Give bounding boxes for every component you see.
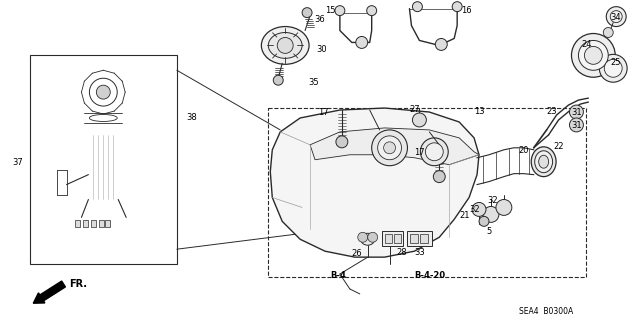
- Bar: [410, 234, 419, 243]
- Circle shape: [611, 11, 622, 23]
- Ellipse shape: [268, 33, 302, 58]
- Text: 32: 32: [487, 196, 498, 204]
- Circle shape: [570, 118, 584, 132]
- Circle shape: [383, 142, 396, 154]
- Text: 38: 38: [186, 113, 196, 122]
- Bar: [76, 220, 81, 227]
- Text: 31: 31: [572, 108, 582, 117]
- Circle shape: [90, 78, 117, 106]
- Circle shape: [433, 171, 445, 182]
- Bar: [99, 220, 104, 227]
- Text: 31: 31: [572, 121, 582, 130]
- Text: 17: 17: [415, 148, 425, 157]
- Text: 37: 37: [12, 158, 22, 167]
- Text: 22: 22: [554, 142, 564, 151]
- Text: 24: 24: [581, 41, 592, 49]
- Circle shape: [452, 2, 462, 11]
- Bar: [385, 234, 392, 243]
- Bar: [83, 220, 88, 227]
- Circle shape: [81, 70, 125, 114]
- Circle shape: [97, 85, 110, 99]
- Ellipse shape: [84, 113, 122, 123]
- Text: 30: 30: [316, 45, 326, 55]
- Circle shape: [412, 113, 426, 127]
- Text: B-4-20: B-4-20: [415, 271, 445, 280]
- Bar: [88, 135, 118, 199]
- Text: 27: 27: [410, 105, 420, 114]
- FancyArrow shape: [33, 281, 65, 303]
- Circle shape: [604, 27, 613, 37]
- Circle shape: [604, 59, 622, 77]
- Ellipse shape: [88, 131, 118, 139]
- Text: FR.: FR.: [70, 279, 88, 289]
- Ellipse shape: [361, 233, 374, 245]
- Bar: [381, 231, 403, 246]
- Circle shape: [277, 37, 293, 53]
- Text: SEA4  B0300A: SEA4 B0300A: [519, 307, 573, 316]
- Text: 21: 21: [459, 211, 470, 220]
- Ellipse shape: [90, 115, 117, 122]
- Bar: [106, 220, 110, 227]
- Circle shape: [426, 143, 444, 161]
- Text: 28: 28: [397, 248, 407, 257]
- Text: 32: 32: [469, 205, 480, 214]
- Text: 34: 34: [611, 13, 621, 22]
- Bar: [394, 234, 401, 243]
- Circle shape: [472, 203, 486, 216]
- Ellipse shape: [539, 155, 548, 168]
- Circle shape: [367, 6, 377, 16]
- Circle shape: [572, 33, 615, 77]
- Circle shape: [496, 199, 512, 215]
- Polygon shape: [310, 128, 479, 165]
- Circle shape: [570, 105, 584, 119]
- Circle shape: [302, 8, 312, 18]
- Ellipse shape: [261, 26, 309, 64]
- Circle shape: [356, 36, 368, 48]
- Circle shape: [358, 232, 368, 242]
- Circle shape: [606, 7, 626, 26]
- Circle shape: [372, 130, 408, 166]
- Ellipse shape: [534, 151, 552, 173]
- Circle shape: [412, 2, 422, 11]
- Circle shape: [336, 136, 348, 148]
- Ellipse shape: [88, 196, 118, 204]
- Text: 33: 33: [415, 248, 425, 257]
- Circle shape: [483, 206, 499, 222]
- Circle shape: [479, 216, 489, 226]
- Polygon shape: [270, 108, 479, 257]
- Text: 13: 13: [474, 107, 484, 116]
- Bar: [70, 217, 111, 239]
- Circle shape: [435, 39, 447, 50]
- Bar: [268, 108, 586, 277]
- Text: 17: 17: [318, 108, 328, 117]
- Circle shape: [599, 54, 627, 82]
- Text: 16: 16: [461, 6, 472, 15]
- Bar: [84, 113, 122, 123]
- Circle shape: [273, 75, 284, 85]
- Circle shape: [584, 47, 602, 64]
- Text: 25: 25: [611, 58, 621, 67]
- Circle shape: [420, 138, 448, 166]
- Text: 23: 23: [547, 107, 557, 116]
- Text: 26: 26: [352, 249, 362, 258]
- Circle shape: [378, 136, 401, 160]
- Bar: [408, 231, 433, 246]
- Circle shape: [579, 41, 608, 70]
- Ellipse shape: [531, 147, 556, 177]
- Bar: [29, 56, 177, 264]
- Text: 15: 15: [325, 6, 335, 15]
- Text: 35: 35: [308, 78, 319, 87]
- Text: 20: 20: [519, 146, 529, 155]
- Text: B-4: B-4: [330, 271, 346, 280]
- Circle shape: [368, 232, 378, 242]
- Circle shape: [335, 6, 345, 16]
- Text: 5: 5: [486, 227, 492, 236]
- Bar: [92, 220, 97, 227]
- Text: 36: 36: [314, 15, 324, 24]
- Bar: [420, 234, 428, 243]
